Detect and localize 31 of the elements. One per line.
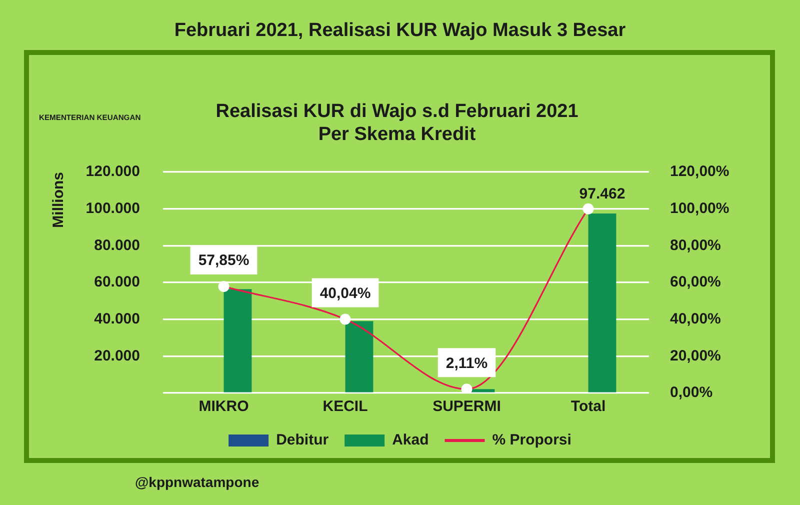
legend-label: % Proporsi [492, 432, 572, 449]
text: @kppnwatampone [135, 474, 260, 491]
bar [588, 214, 616, 392]
chart-title: Februari 2021, Realisasi KUR Wajo Masuk 3 Besar [173, 19, 627, 43]
y-tick-label: 120.000 [86, 163, 140, 180]
legend-label: Akad [392, 432, 429, 449]
x-tick-label: KECIL [322, 398, 368, 416]
y-tick-label: 40.000 [94, 310, 140, 328]
legend-label: Debitur [276, 432, 329, 449]
y-tick-label: 20.000 [94, 347, 140, 364]
y2-tick-label: 0,00% [670, 384, 713, 402]
bar [224, 289, 252, 392]
y2-tick-label: 80,00% [670, 236, 721, 254]
data-label: 97.462 [579, 186, 626, 203]
y2-tick-label: 100,00% [670, 200, 730, 217]
data-label: 2,11% [446, 354, 488, 372]
y-axis-title: Millions [50, 172, 68, 228]
y-tick-label: 60.000 [94, 274, 140, 291]
y2-tick-label: 40,00% [670, 310, 721, 328]
chart-subtitle: Realisasi KUR di Wajo s.d Februari 2021 Per Skema Kredit [216, 101, 578, 145]
y-tick-label: 100.000 [86, 200, 140, 217]
bar [345, 321, 374, 392]
x-tick-label: MIKRO [198, 398, 250, 416]
data-label: 40,04% [320, 284, 371, 302]
y2-tick-label: 120,00% [670, 163, 730, 180]
y2-tick-label: 60,00% [670, 274, 721, 291]
data-label: 57,85% [198, 252, 250, 270]
x-tick-label: Total [570, 398, 606, 416]
y2-tick-label: 20,00% [670, 347, 721, 364]
x-tick-label: SUPERMI [432, 398, 501, 416]
y-tick-label: 80.000 [94, 236, 140, 254]
